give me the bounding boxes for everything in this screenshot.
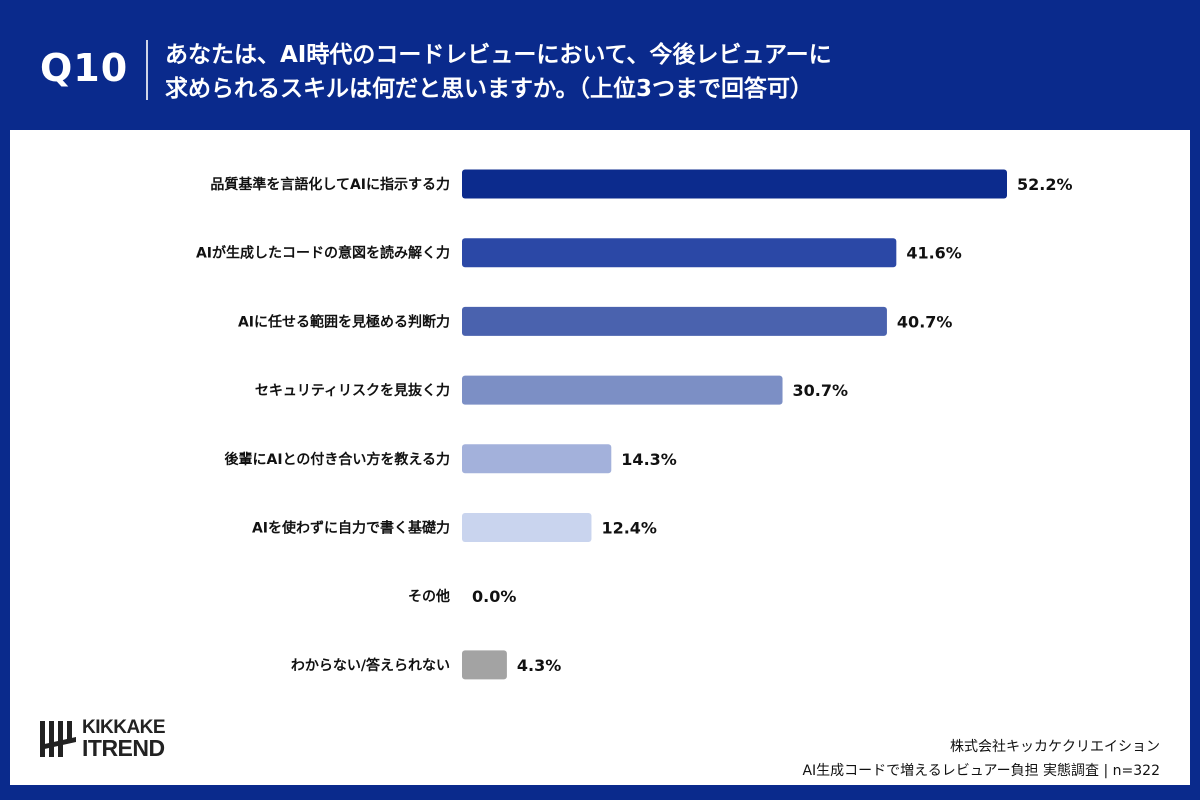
footer: 株式会社キッカケクリエイション AI生成コードで増えるレビュアー負担 実態調査 …: [802, 735, 1160, 783]
bar: [462, 306, 887, 336]
bar: [462, 650, 507, 680]
divider: [146, 40, 148, 100]
value-label: 30.7%: [793, 381, 849, 400]
category-label: わからない/答えられない: [291, 657, 450, 674]
bar: [462, 238, 897, 268]
footer-company: 株式会社キッカケクリエイション: [950, 739, 1160, 755]
category-label: 品質基準を言語化してAIに指示する力: [210, 176, 450, 193]
category-label: AIを使わずに自力で書く基礎力: [252, 520, 450, 537]
footer-survey: AI生成コードで増えるレビュアー負担 実態調査 | n=322: [802, 763, 1160, 779]
logo-mark-icon: [40, 720, 76, 757]
value-label: 14.3%: [621, 450, 677, 469]
bar: [462, 513, 592, 542]
value-label: 4.3%: [517, 656, 561, 675]
value-label: 40.7%: [897, 312, 953, 331]
question-text: あなたは、AI時代のコードレビューにおいて、今後レビュアーに 求められるスキルは…: [165, 38, 832, 106]
value-label: 0.0%: [472, 587, 516, 606]
logo-line-2: ITREND: [82, 735, 165, 761]
header: Q10 あなたは、AI時代のコードレビューにおいて、今後レビュアーに 求められる…: [0, 0, 1200, 130]
logo: KIKKAKE ITREND: [40, 717, 166, 761]
category-label: 後輩にAIとの付き合い方を教える力: [225, 451, 450, 468]
category-label: セキュリティリスクを見抜く力: [255, 382, 450, 399]
value-label: 41.6%: [906, 244, 962, 263]
logo-line-1: KIKKAKE: [82, 717, 166, 738]
category-label: その他: [408, 588, 450, 605]
bar: [462, 444, 612, 474]
value-label: 52.2%: [1017, 175, 1073, 194]
bar: [462, 169, 1007, 199]
question-line-1: あなたは、AI時代のコードレビューにおいて、今後レビュアーに: [165, 42, 832, 68]
bar: [462, 375, 783, 405]
category-label: AIに任せる範囲を見極める判断力: [238, 313, 450, 330]
question-number: Q10: [40, 46, 129, 90]
value-label: 12.4%: [601, 519, 657, 538]
category-label: AIが生成したコードの意図を読み解く力: [196, 245, 450, 262]
question-line-2: 求められるスキルは何だと思いますか。（上位3つまで回答可）: [165, 76, 814, 102]
